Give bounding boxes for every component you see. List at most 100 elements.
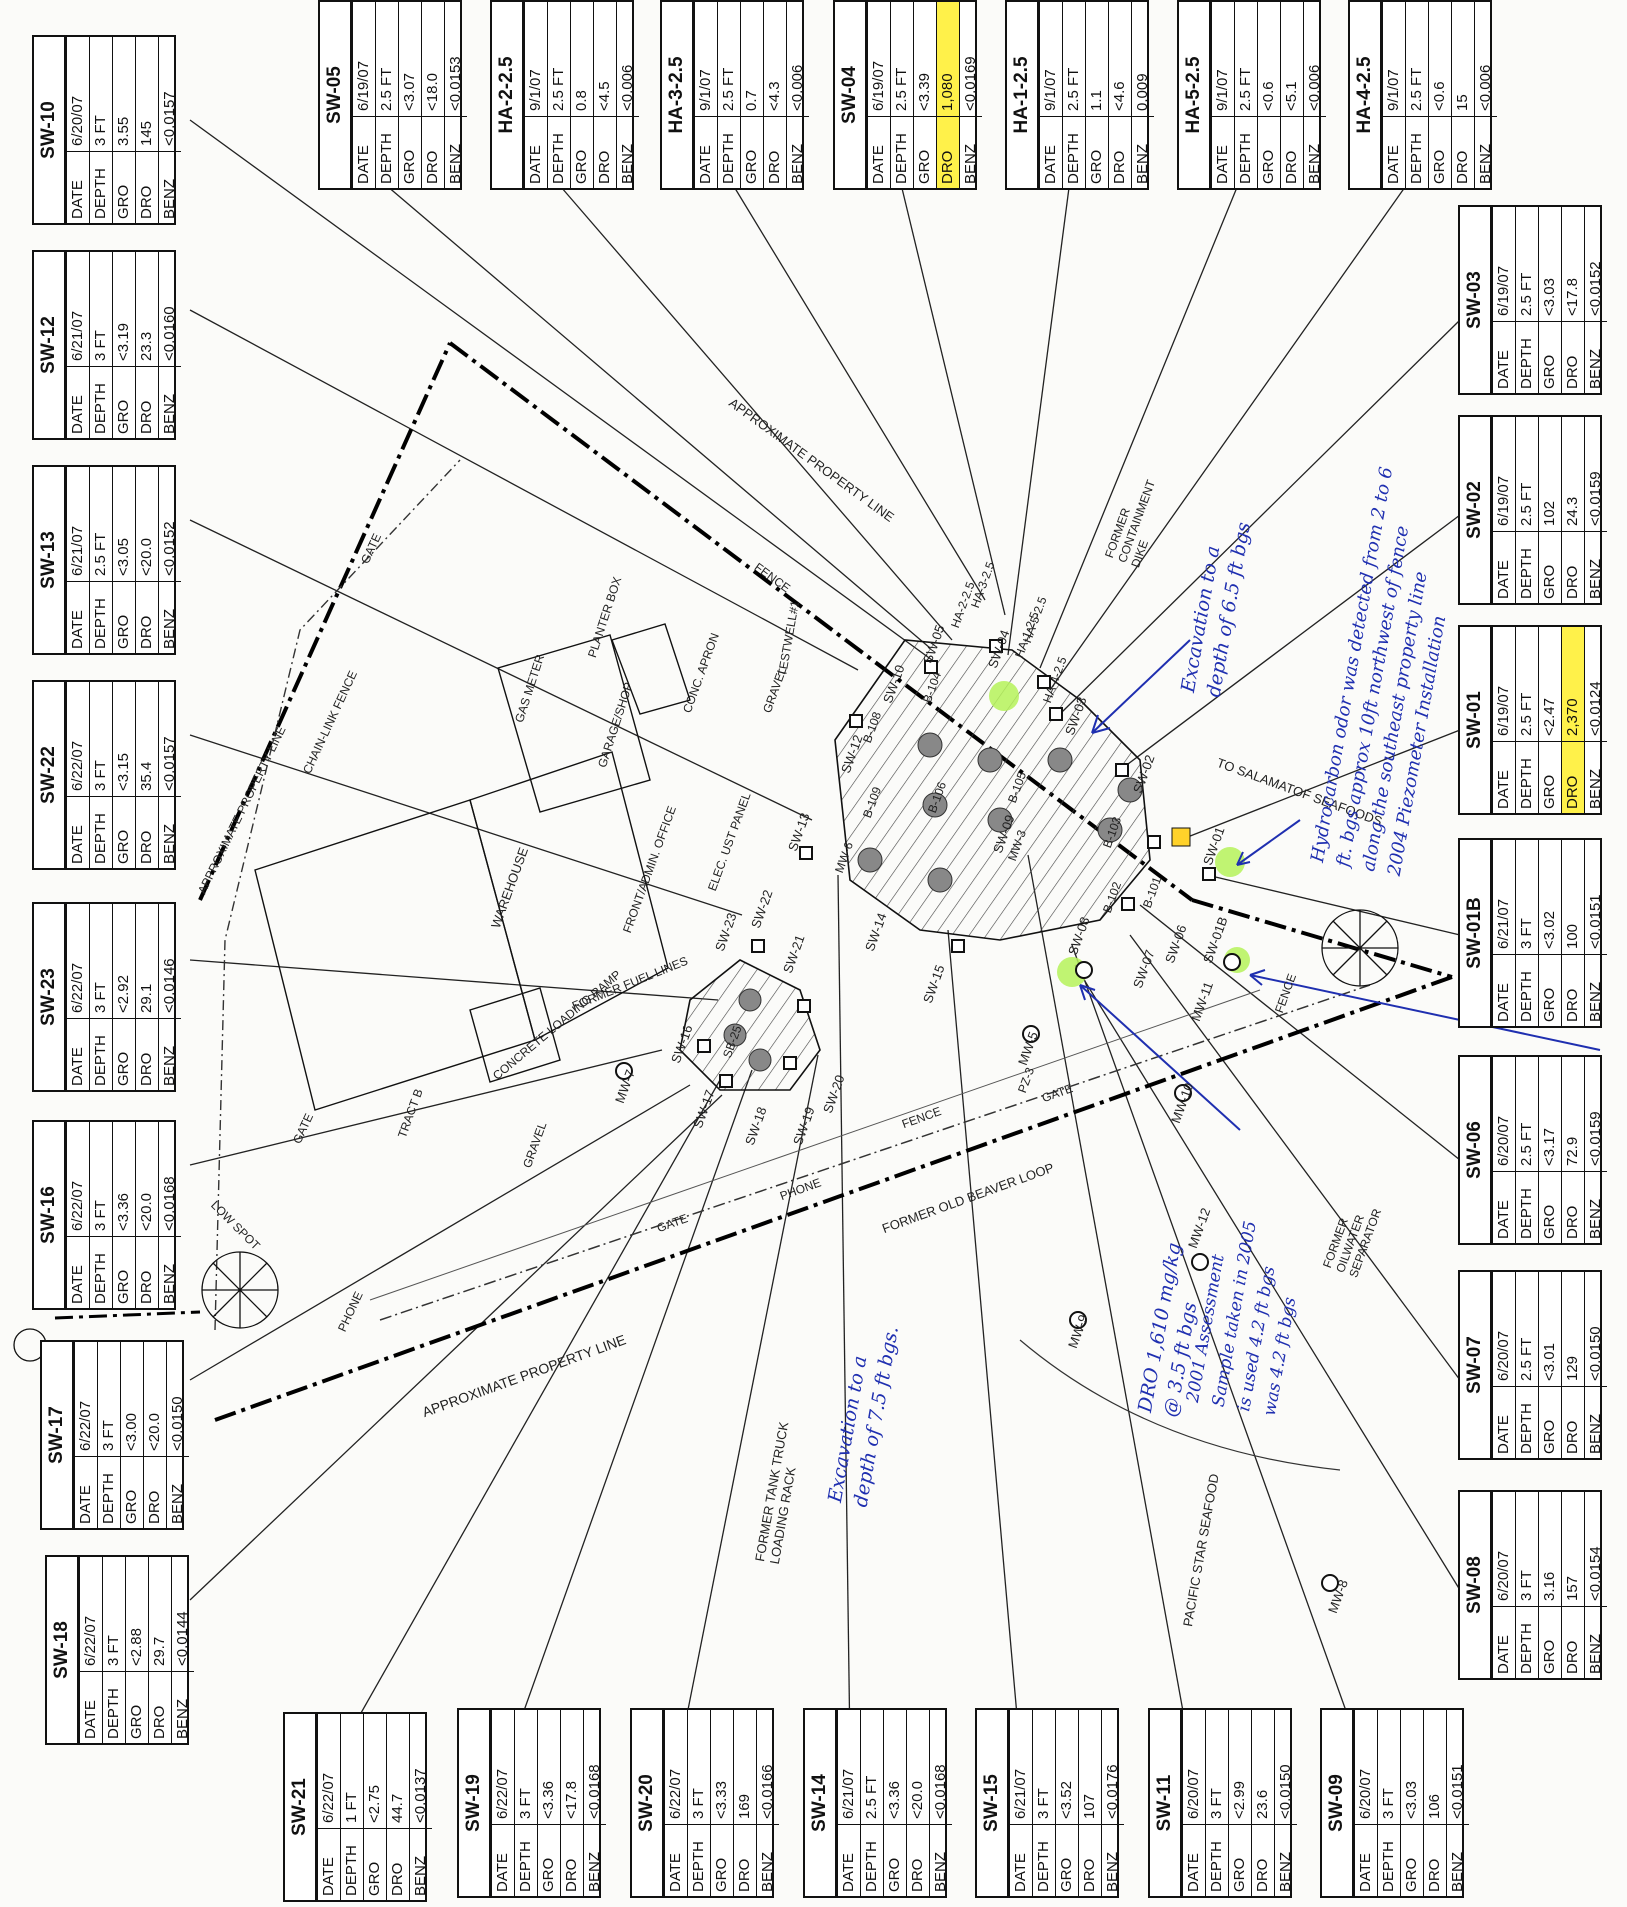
label-date: DATE: [1383, 116, 1405, 188]
excavation-area-main: [834, 639, 1151, 941]
office-outline: [469, 751, 669, 1042]
label-gro: GRO: [1539, 321, 1561, 393]
label-dro: DRO: [561, 1824, 583, 1896]
label-depth: DEPTH: [90, 366, 112, 438]
value-benz: <0.0159: [1587, 1111, 1604, 1166]
value-date: 6/21/07: [69, 525, 86, 576]
label-dro: DRO: [1109, 116, 1131, 188]
label-depth: DEPTH: [1406, 116, 1428, 188]
chain-link-fence: [214, 459, 461, 1331]
label-date: DATE: [1212, 116, 1234, 188]
label-depth: DEPTH: [1378, 1824, 1400, 1896]
label-gro: GRO: [126, 1671, 148, 1743]
label-date: DATE: [1493, 954, 1515, 1026]
table-title: SW-05: [320, 2, 352, 188]
label-dro: DRO: [734, 1824, 756, 1896]
value-date: 6/21/07: [840, 1768, 857, 1819]
table-title: SW-08: [1460, 1492, 1492, 1678]
value-benz: <0.0157: [161, 736, 178, 791]
value-date: 6/20/07: [1495, 1550, 1512, 1601]
buildings: [254, 623, 691, 1111]
table-sw-06: SW-06 DATE 6/20/07 DEPTH 2.5 FT GRO <3.17 D…: [1458, 1055, 1607, 1245]
table-sw-10: SW-10 DATE 6/20/07 DEPTH 3 FT GRO 3.55 DRO 1…: [32, 35, 181, 225]
value-dro: 106: [1426, 1793, 1443, 1819]
value-benz: <0.0154: [1587, 1546, 1604, 1601]
value-gro: <3.01: [1541, 1343, 1558, 1381]
value-depth: 2.5 FT: [378, 67, 395, 111]
table-title: SW-19: [459, 1710, 491, 1896]
label-benz: BENZ: [1585, 1606, 1607, 1678]
value-date: 6/22/07: [69, 740, 86, 791]
value-depth: 3 FT: [92, 1200, 109, 1231]
value-depth: 3 FT: [92, 760, 109, 791]
label-depth: DEPTH: [341, 1828, 363, 1900]
value-benz: <0.006: [1477, 64, 1494, 111]
label-depth: DEPTH: [718, 116, 740, 188]
label-depth: DEPTH: [1516, 1606, 1538, 1678]
value-gro: 3.55: [115, 116, 132, 146]
label-date: DATE: [1355, 1824, 1377, 1896]
label-date: DATE: [75, 1456, 97, 1528]
table-sw-22: SW-22 DATE 6/22/07 DEPTH 3 FT GRO <3.15 DRO…: [32, 680, 181, 870]
label-benz: BENZ: [167, 1456, 189, 1528]
label-dro: DRO: [1281, 116, 1303, 188]
label-date: DATE: [67, 581, 89, 653]
label-depth: DEPTH: [98, 1456, 120, 1528]
value-date: 6/20/07: [1495, 1330, 1512, 1381]
value-benz: <0.0168: [161, 1176, 178, 1231]
value-date: 6/19/07: [870, 60, 887, 111]
label-depth: DEPTH: [376, 116, 398, 188]
table-sw-16: SW-16 DATE 6/22/07 DEPTH 3 FT GRO <3.36 DRO…: [32, 1120, 181, 1310]
value-dro: 145: [138, 120, 155, 146]
label-depth: DEPTH: [1516, 531, 1538, 603]
label-gro: GRO: [1429, 116, 1451, 188]
label-date: DATE: [1010, 1824, 1032, 1896]
value-gro: <3.03: [1541, 278, 1558, 316]
label-date: DATE: [67, 1236, 89, 1308]
value-date: 9/1/07: [1214, 69, 1231, 111]
value-benz: <0.0151: [1449, 1764, 1466, 1819]
value-dro: 23.3: [138, 331, 155, 361]
value-depth: 3 FT: [92, 982, 109, 1013]
road-curve: [1019, 1339, 1341, 1471]
label-benz: BENZ: [617, 116, 639, 188]
label-date: DATE: [67, 151, 89, 223]
table-sw-15: SW-15 DATE 6/21/07 DEPTH 3 FT GRO <3.52 DRO…: [975, 1708, 1124, 1898]
value-dro: 24.3: [1564, 496, 1581, 526]
value-benz: <0.0159: [1587, 471, 1604, 526]
label-benz: BENZ: [1447, 1824, 1469, 1896]
label-benz: BENZ: [1132, 116, 1154, 188]
value-benz: <0.0150: [1587, 1326, 1604, 1381]
table-ha-2-2-5: HA-2-2.5 DATE 9/1/07 DEPTH 2.5 FT GRO 0.8 D…: [490, 0, 639, 190]
table-title: SW-04: [835, 2, 867, 188]
value-benz: <0.0168: [586, 1764, 603, 1819]
table-sw-08: SW-08 DATE 6/20/07 DEPTH 3 FT GRO 3.16 DRO 1…: [1458, 1490, 1607, 1680]
value-dro: <20.0: [138, 1193, 155, 1231]
label-date: DATE: [80, 1671, 102, 1743]
table-title: SW-06: [1460, 1057, 1492, 1243]
label-date: DATE: [838, 1824, 860, 1896]
value-depth: 3 FT: [1035, 1788, 1052, 1819]
property-line-west: [54, 1310, 201, 1320]
label-depth: DEPTH: [1516, 1171, 1538, 1243]
label-dro: DRO: [1452, 116, 1474, 188]
value-depth: 2.5 FT: [1518, 482, 1535, 526]
label-benz: BENZ: [1585, 531, 1607, 603]
table-ha-5-2-5: HA-5-2.5 DATE 9/1/07 DEPTH 2.5 FT GRO <0.6 …: [1177, 0, 1326, 190]
value-date: 6/20/07: [69, 95, 86, 146]
value-dro: 1,080: [939, 73, 956, 111]
label-depth: DEPTH: [1516, 1386, 1538, 1458]
table-title: SW-03: [1460, 207, 1492, 393]
table-sw-17: SW-17 DATE 6/22/07 DEPTH 3 FT GRO <3.00 DRO…: [40, 1340, 189, 1530]
value-benz: <0.0152: [161, 521, 178, 576]
value-date: 6/20/07: [1357, 1768, 1374, 1819]
value-date: 6/22/07: [82, 1615, 99, 1666]
value-depth: 2.5 FT: [863, 1775, 880, 1819]
value-dro: 2,370: [1564, 698, 1581, 736]
label-date: DATE: [67, 796, 89, 868]
table-sw-02: SW-02 DATE 6/19/07 DEPTH 2.5 FT GRO 102 DRO…: [1458, 415, 1607, 605]
label-depth: DEPTH: [861, 1824, 883, 1896]
excavation-area-west: [679, 959, 821, 1091]
label-benz: BENZ: [172, 1671, 194, 1743]
value-depth: 3 FT: [517, 1788, 534, 1819]
